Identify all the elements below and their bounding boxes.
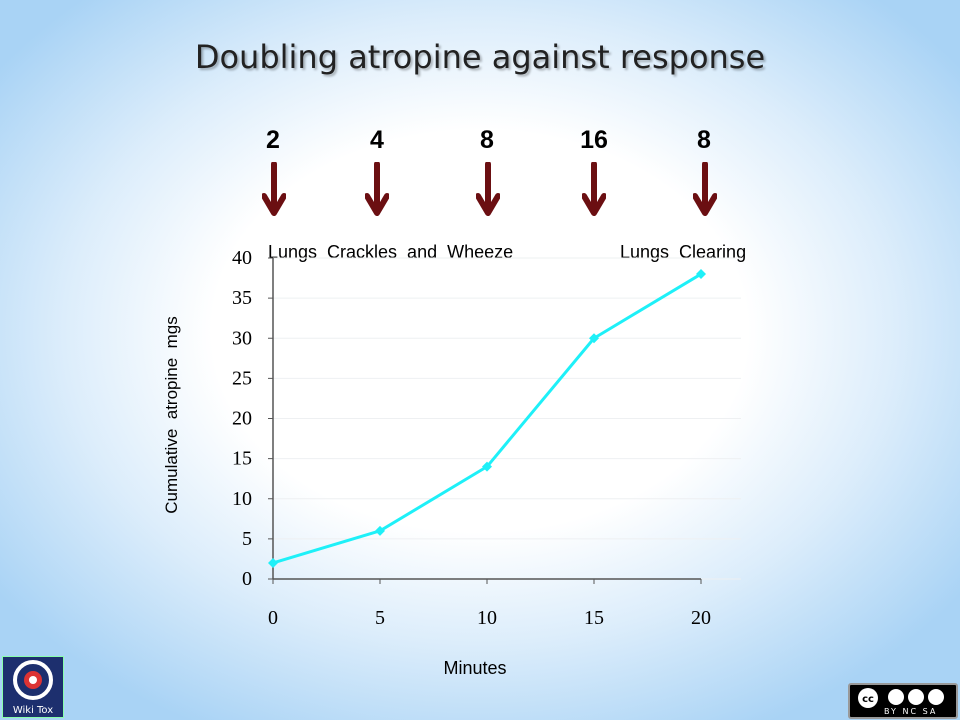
data-point — [589, 333, 599, 344]
data-point — [268, 557, 278, 568]
x-tick-label: 0 — [268, 607, 278, 629]
slide-title: Doubling atropine against response — [194, 38, 766, 76]
dose-label-3: 8 — [480, 126, 494, 154]
wikitox-emblem-icon — [13, 660, 53, 700]
x-tick-label: 5 — [375, 607, 385, 629]
x-tick-label: 20 — [691, 607, 711, 629]
y-tick-label: 0 — [242, 568, 252, 590]
x-axis-label: Minutes — [443, 658, 507, 678]
y-tick-label: 5 — [242, 528, 252, 550]
x-tick-label: 10 — [477, 607, 497, 629]
y-tick-label: 15 — [232, 448, 252, 470]
note-lungs-crackles: Lungs Crackles and Wheeze — [268, 242, 514, 262]
down-arrow-icon — [262, 162, 286, 216]
dose-label-4: 16 — [580, 126, 608, 154]
y-tick-label: 20 — [232, 408, 252, 430]
dose-label-5: 8 — [697, 126, 711, 154]
x-tick-label: 15 — [584, 607, 604, 629]
down-arrow-icon — [365, 162, 389, 216]
cc-license-text: BY NC SA — [884, 707, 938, 716]
down-arrow-icon — [476, 162, 500, 216]
down-arrow-icon — [693, 162, 717, 216]
wikitox-logo-text: Wiki Tox — [12, 705, 54, 716]
y-tick-label: 10 — [232, 488, 252, 510]
y-tick-label: 25 — [232, 367, 252, 389]
down-arrow-icon — [582, 162, 606, 216]
dose-label-1: 2 — [266, 126, 280, 154]
y-tick-label: 30 — [232, 327, 252, 349]
wikitox-logo: Wiki Tox — [2, 656, 64, 718]
y-tick-label: 40 — [232, 247, 252, 269]
data-point — [482, 461, 492, 472]
y-tick-label: 35 — [232, 287, 252, 309]
data-point — [375, 525, 385, 536]
dose-label-2: 4 — [370, 126, 384, 154]
note-lungs-clearing: Lungs Clearing — [620, 242, 747, 262]
cc-license-icons: cc — [858, 688, 944, 708]
cc-license-badge: cc BY NC SA — [848, 683, 958, 719]
svg-text:cc: cc — [862, 694, 874, 705]
y-axis-label: Cumulative atropine mgs — [162, 316, 181, 514]
data-point — [696, 269, 706, 280]
